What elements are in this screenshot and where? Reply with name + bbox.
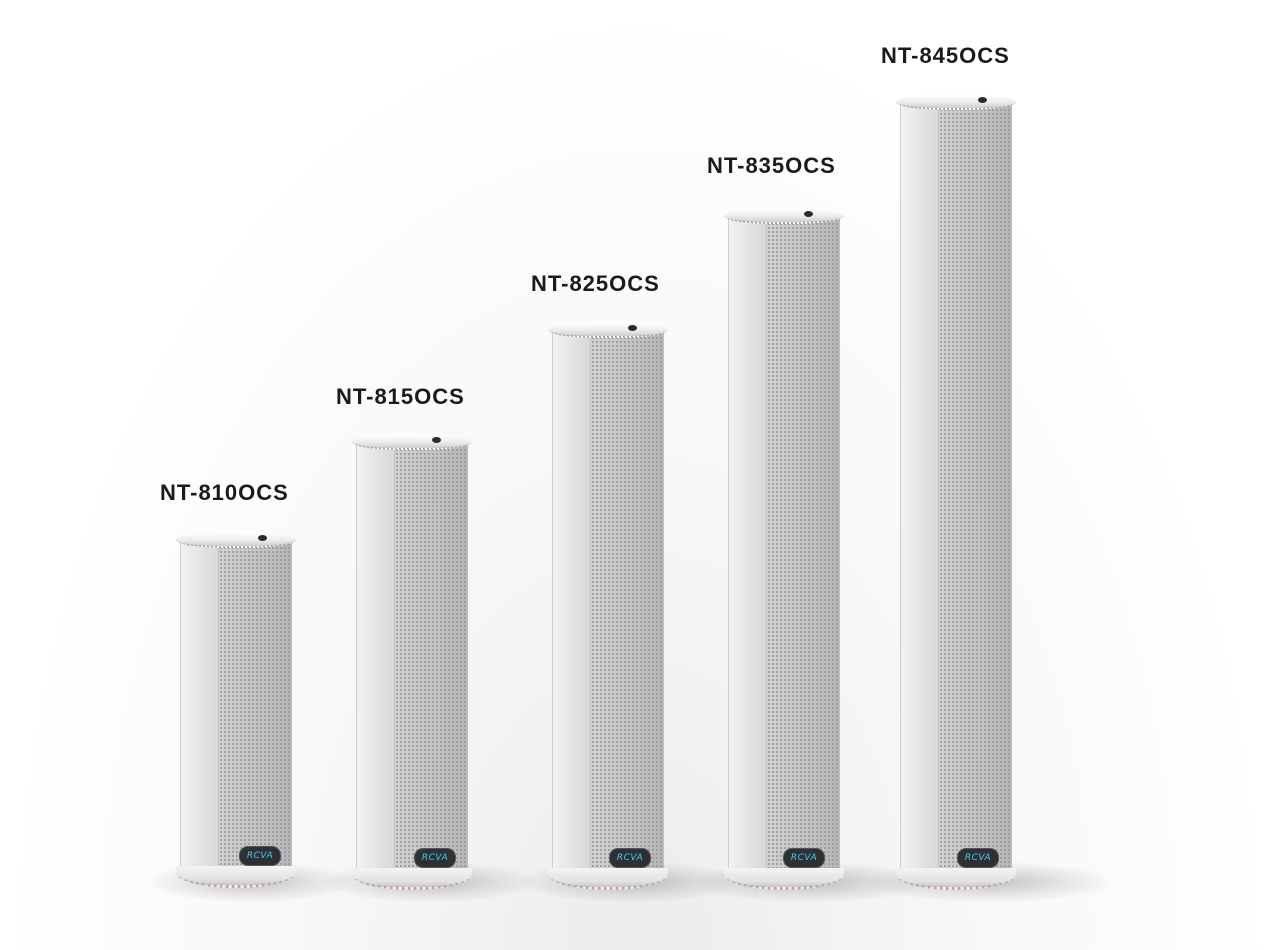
cap-hole — [978, 97, 987, 103]
speaker-bottom-cap — [352, 868, 472, 890]
column-speaker: RCVA — [176, 532, 296, 888]
speaker-top-cap — [724, 208, 844, 224]
brand-logo: RCVA — [957, 848, 999, 868]
speaker-model-label: NT-835OCS — [707, 153, 836, 178]
speaker-bottom-cap — [724, 868, 844, 890]
speaker-model-label: NT-815OCS — [336, 384, 465, 409]
brand-logo: RCVA — [239, 846, 281, 866]
speaker-body — [552, 332, 664, 878]
speaker-top-cap — [896, 94, 1016, 110]
speaker-side-panel — [901, 104, 940, 878]
speaker-side-panel — [357, 444, 396, 878]
cap-hole — [258, 535, 267, 541]
speaker-bottom-cap — [548, 868, 668, 890]
cap-hole — [432, 437, 441, 443]
speaker-bottom-cap — [896, 868, 1016, 890]
cap-hole — [804, 211, 813, 217]
brand-logo: RCVA — [609, 848, 651, 868]
speaker-grille — [395, 444, 467, 878]
speaker-top-cap — [176, 532, 296, 548]
speaker-bottom-cap — [176, 866, 296, 888]
column-speaker: RCVA — [352, 434, 472, 890]
speaker-top-cap — [352, 434, 472, 450]
speaker-model-label: NT-845OCS — [881, 43, 1010, 68]
speaker-body — [728, 218, 840, 878]
speaker-model-label: NT-810OCS — [160, 480, 289, 505]
speaker-side-panel — [181, 542, 220, 876]
speaker-body — [180, 542, 292, 876]
speaker-side-panel — [553, 332, 592, 878]
speaker-grille — [767, 218, 839, 878]
column-speaker: RCVA — [548, 322, 668, 890]
speaker-model-label: NT-825OCS — [531, 271, 660, 296]
speaker-grille — [219, 542, 291, 876]
column-speaker: RCVA — [896, 94, 1016, 890]
brand-logo: RCVA — [414, 848, 456, 868]
column-speaker: RCVA — [724, 208, 844, 890]
speaker-grille — [591, 332, 663, 878]
cap-hole — [628, 325, 637, 331]
speaker-side-panel — [729, 218, 768, 878]
speaker-body — [900, 104, 1012, 878]
speaker-grille — [939, 104, 1011, 878]
brand-logo: RCVA — [783, 848, 825, 868]
speaker-body — [356, 444, 468, 878]
speaker-top-cap — [548, 322, 668, 338]
